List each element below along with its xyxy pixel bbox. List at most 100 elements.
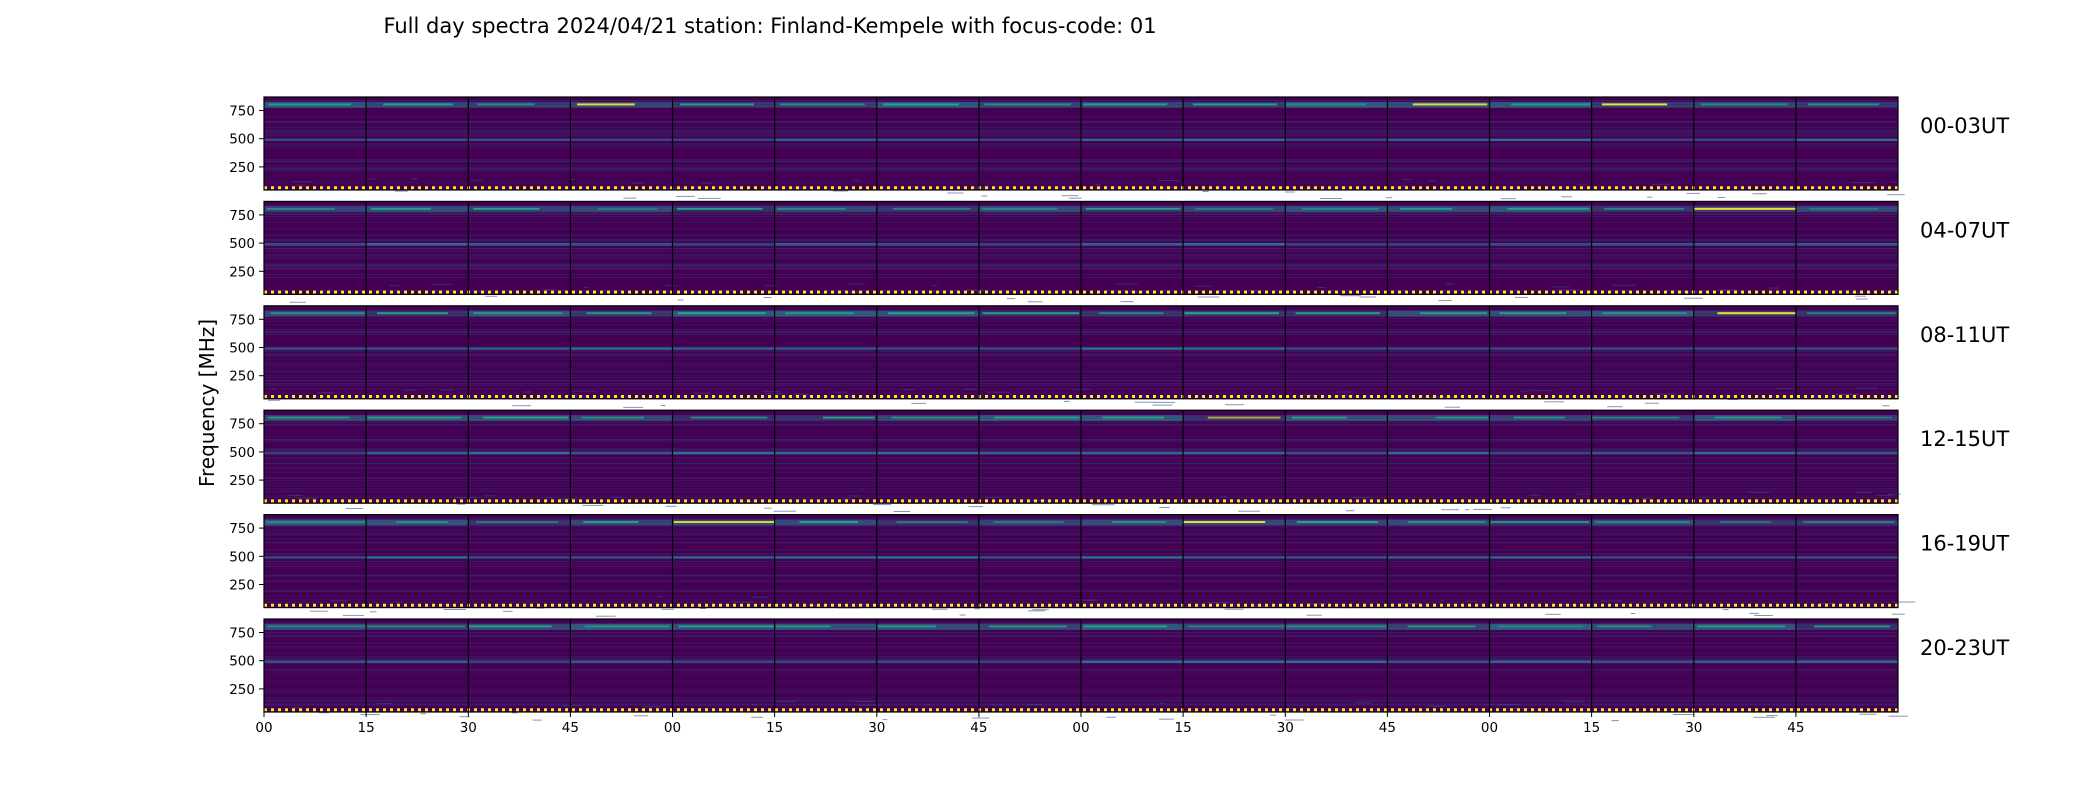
mid-band-segment xyxy=(672,451,775,455)
upper-band-hotspot xyxy=(677,312,766,315)
upper-band-hotspot xyxy=(584,625,670,628)
mid-band-segment xyxy=(978,243,1081,246)
y-tick-label: 500 xyxy=(229,341,255,357)
y-tick-label: 250 xyxy=(229,682,255,698)
upper-band-hotspot xyxy=(1207,416,1281,419)
y-tick-label: 750 xyxy=(229,417,255,433)
low-clutter xyxy=(663,188,688,190)
y-tick-label: 500 xyxy=(229,445,255,461)
low-clutter xyxy=(1641,497,1651,499)
upper-band-hotspot xyxy=(1511,103,1590,106)
low-clutter xyxy=(454,497,477,498)
upper-band-hotspot xyxy=(993,521,1064,523)
mid-band-segment xyxy=(672,556,775,559)
upper-band-hotspot xyxy=(1102,416,1165,419)
low-clutter xyxy=(291,181,312,183)
mid-band-segment xyxy=(366,556,469,559)
mid-band-segment xyxy=(876,451,979,455)
low-clutter xyxy=(1701,496,1707,498)
low-clutter xyxy=(522,391,533,393)
low-clutter xyxy=(456,503,466,505)
low-clutter xyxy=(1063,400,1070,402)
low-clutter xyxy=(1752,193,1767,195)
low-clutter xyxy=(319,712,329,714)
low-clutter xyxy=(1445,283,1455,285)
low-clutter xyxy=(986,391,1011,393)
upper-band-hotspot xyxy=(473,207,540,210)
low-clutter xyxy=(1164,187,1177,189)
upper-band-hotspot xyxy=(1099,312,1164,315)
low-clutter xyxy=(1155,401,1176,403)
upper-band-hotspot xyxy=(1602,312,1687,315)
upper-band-hotspot xyxy=(268,103,351,106)
mid-band-segment xyxy=(876,138,979,141)
low-clutter xyxy=(882,719,888,721)
upper-band-hotspot xyxy=(1412,103,1488,106)
low-clutter xyxy=(1684,297,1703,299)
low-clutter xyxy=(1768,287,1780,289)
mid-band-segment xyxy=(570,138,673,141)
low-clutter xyxy=(329,600,347,602)
low-clutter xyxy=(1444,406,1461,408)
upper-band-hotspot xyxy=(1803,521,1895,523)
mid-band-segment xyxy=(1489,138,1592,141)
upper-band-hotspot xyxy=(270,312,365,315)
upper-band-hotspot xyxy=(581,416,644,419)
low-clutter xyxy=(596,615,616,617)
x-tick-label: 15 xyxy=(766,720,783,736)
upper-band-hotspot xyxy=(266,521,366,523)
low-clutter xyxy=(1306,614,1322,616)
upper-band-hotspot xyxy=(690,416,768,419)
upper-band-hotspot xyxy=(1604,207,1685,210)
low-clutter xyxy=(924,501,931,503)
low-clutter xyxy=(512,405,531,407)
upper-band-hotspot xyxy=(267,625,366,628)
low-clutter xyxy=(342,614,364,616)
y-tick-label: 500 xyxy=(229,549,255,565)
x-axis-ticks: 00 15 30 45 00 15 30 45 00 15 30 45 00 15 30 45 xyxy=(255,712,1804,736)
figure-title: Full day spectra 2024/04/21 station: Fin… xyxy=(383,14,1156,38)
upper-band-hotspot xyxy=(1400,207,1453,210)
mid-band-segment xyxy=(1591,556,1694,559)
panel-16-19UT: 750 500 250 16-19UT xyxy=(229,513,2009,617)
low-clutter xyxy=(1780,708,1795,710)
mid-band-segment xyxy=(1387,556,1490,559)
upper-band-hotspot xyxy=(1697,625,1786,628)
mid-band-segment xyxy=(366,660,469,663)
low-clutter xyxy=(911,402,926,404)
mid-band-segment xyxy=(978,451,1081,455)
low-clutter xyxy=(1612,284,1636,286)
upper-band-hotspot xyxy=(1195,207,1274,210)
mid-band-segment xyxy=(468,243,571,246)
low-clutter xyxy=(512,712,518,714)
upper-band-hotspot xyxy=(1499,312,1566,315)
low-clutter xyxy=(666,505,677,507)
low-clutter xyxy=(1359,296,1376,298)
mid-band-segment xyxy=(1387,138,1490,141)
mid-band-segment xyxy=(1285,451,1388,455)
mid-band-segment xyxy=(1285,347,1388,350)
low-clutter xyxy=(1465,509,1470,511)
upper-band-hotspot xyxy=(395,521,448,523)
low-clutter xyxy=(1686,192,1701,194)
low-clutter xyxy=(902,389,915,391)
low-clutter xyxy=(1747,492,1770,493)
mid-band-segment xyxy=(468,347,571,350)
panel-00-03UT: 750 500 250 00-03UT xyxy=(229,96,2009,200)
low-clutter xyxy=(1818,603,1836,604)
low-clutter xyxy=(657,596,663,598)
low-clutter xyxy=(1207,602,1229,604)
low-clutter xyxy=(660,405,666,406)
low-clutter xyxy=(1225,404,1245,406)
low-clutter xyxy=(389,285,399,287)
low-clutter xyxy=(1159,507,1170,508)
low-clutter xyxy=(701,182,712,184)
low-clutter xyxy=(1438,300,1452,302)
low-clutter xyxy=(1673,714,1695,715)
upper-band-hotspot xyxy=(896,521,968,523)
low-clutter xyxy=(1317,287,1326,288)
mid-band-segment xyxy=(264,243,367,246)
low-clutter xyxy=(1134,401,1156,403)
upper-band-hotspot xyxy=(1296,521,1379,523)
